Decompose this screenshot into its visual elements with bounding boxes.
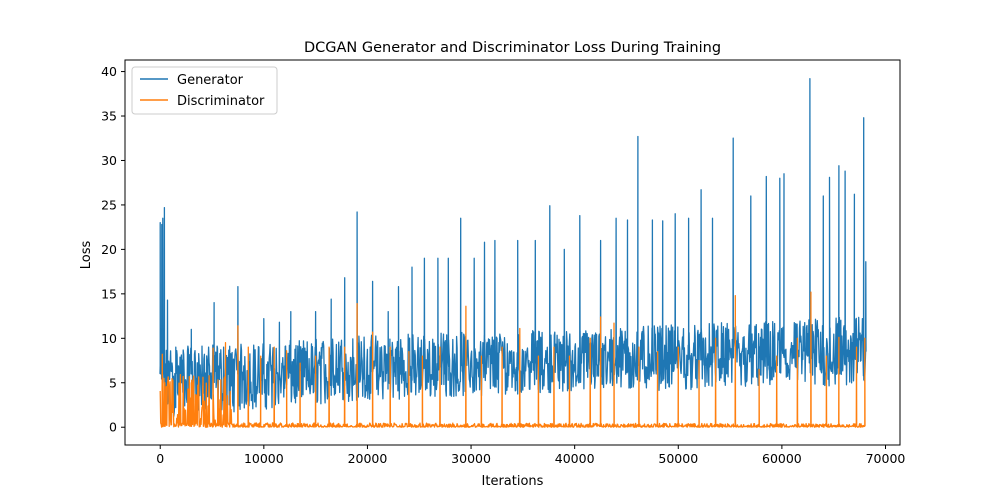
- x-axis: 0 10000 20000 30000 40000 50000 60000 70000: [156, 445, 905, 466]
- y-tick-label: 10: [101, 331, 117, 346]
- series-line-discriminator: [159, 291, 866, 428]
- y-tick-label: 20: [101, 242, 117, 257]
- y-tick-label: 15: [101, 286, 117, 301]
- y-tick-label: 40: [101, 64, 117, 79]
- x-tick-label: 30000: [451, 451, 491, 466]
- y-axis: 0 5 10 15 20 25 30 35 40: [101, 64, 125, 435]
- x-tick-label: 0: [156, 451, 164, 466]
- x-tick-label: 50000: [658, 451, 698, 466]
- y-axis-label: Loss: [79, 241, 94, 270]
- plot-frame: [124, 59, 901, 446]
- x-tick-label: 60000: [762, 451, 802, 466]
- y-tick-label: 0: [109, 420, 117, 435]
- chart-title: DCGAN Generator and Discriminator Loss D…: [304, 40, 721, 56]
- legend-label-generator: Generator: [177, 73, 244, 88]
- x-tick-label: 70000: [866, 451, 906, 466]
- series-line-generator: [159, 78, 867, 417]
- legend-label-discriminator: Discriminator: [177, 94, 265, 109]
- y-tick-label: 5: [109, 375, 117, 390]
- series-layer: [159, 78, 867, 428]
- x-tick-label: 40000: [555, 451, 595, 466]
- x-tick-label: 20000: [348, 451, 388, 466]
- legend: Generator Discriminator: [131, 66, 278, 115]
- x-tick-label: 10000: [244, 451, 284, 466]
- y-tick-label: 35: [101, 109, 117, 124]
- x-axis-label: Iterations: [482, 474, 544, 489]
- y-tick-label: 25: [101, 197, 117, 212]
- legend-box: [131, 66, 278, 115]
- y-tick-label: 30: [101, 153, 117, 168]
